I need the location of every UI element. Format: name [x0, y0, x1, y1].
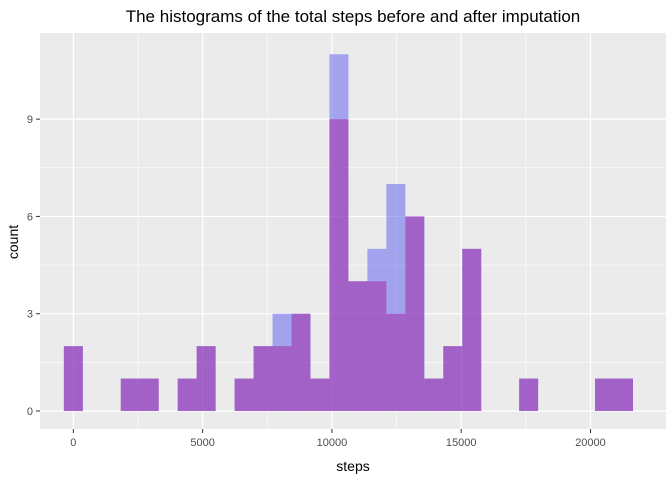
- histogram-bar: [63, 346, 83, 412]
- histogram-bar: [595, 378, 615, 412]
- histogram-bar: [177, 378, 197, 412]
- histogram-bar: [519, 378, 539, 412]
- histogram-bar: [614, 378, 633, 412]
- histogram-bar: [234, 378, 254, 412]
- axis-ticks: [36, 118, 591, 433]
- histogram-bar: [120, 378, 140, 412]
- histogram-bar: [424, 378, 444, 412]
- histogram-bar: [329, 119, 349, 412]
- x-axis-title: steps: [336, 458, 369, 474]
- histogram-bar: [348, 281, 368, 412]
- x-tick-label: 20000: [575, 437, 606, 449]
- x-tick-label: 0: [70, 437, 76, 449]
- chart-title: The histograms of the total steps before…: [126, 7, 581, 26]
- histogram-bar: [253, 346, 273, 412]
- histogram-bar: [272, 346, 292, 412]
- x-tick-label: 15000: [446, 437, 477, 449]
- x-tick-label: 10000: [317, 437, 348, 449]
- histogram-bar: [367, 281, 387, 412]
- histogram-bar: [386, 313, 406, 412]
- y-tick-label: 9: [27, 114, 33, 126]
- y-tick-label: 3: [27, 309, 33, 321]
- histogram-bar: [443, 346, 463, 412]
- histogram-bar: [310, 378, 330, 412]
- histogram-bar: [196, 346, 216, 412]
- x-tick-label: 5000: [190, 437, 214, 449]
- y-tick-label: 6: [27, 211, 33, 223]
- histogram-bars: [63, 54, 633, 412]
- axis-tick-labels: 0 5000 10000 15000 20000 0 3 6 9: [27, 114, 606, 449]
- histogram-bar: [462, 248, 482, 412]
- series-2-bars: [63, 119, 633, 412]
- y-tick-label: 0: [27, 406, 33, 418]
- histogram-bar: [405, 216, 425, 412]
- y-axis-title: count: [5, 225, 21, 259]
- histogram-bar: [139, 378, 159, 412]
- histogram-bar: [291, 313, 311, 412]
